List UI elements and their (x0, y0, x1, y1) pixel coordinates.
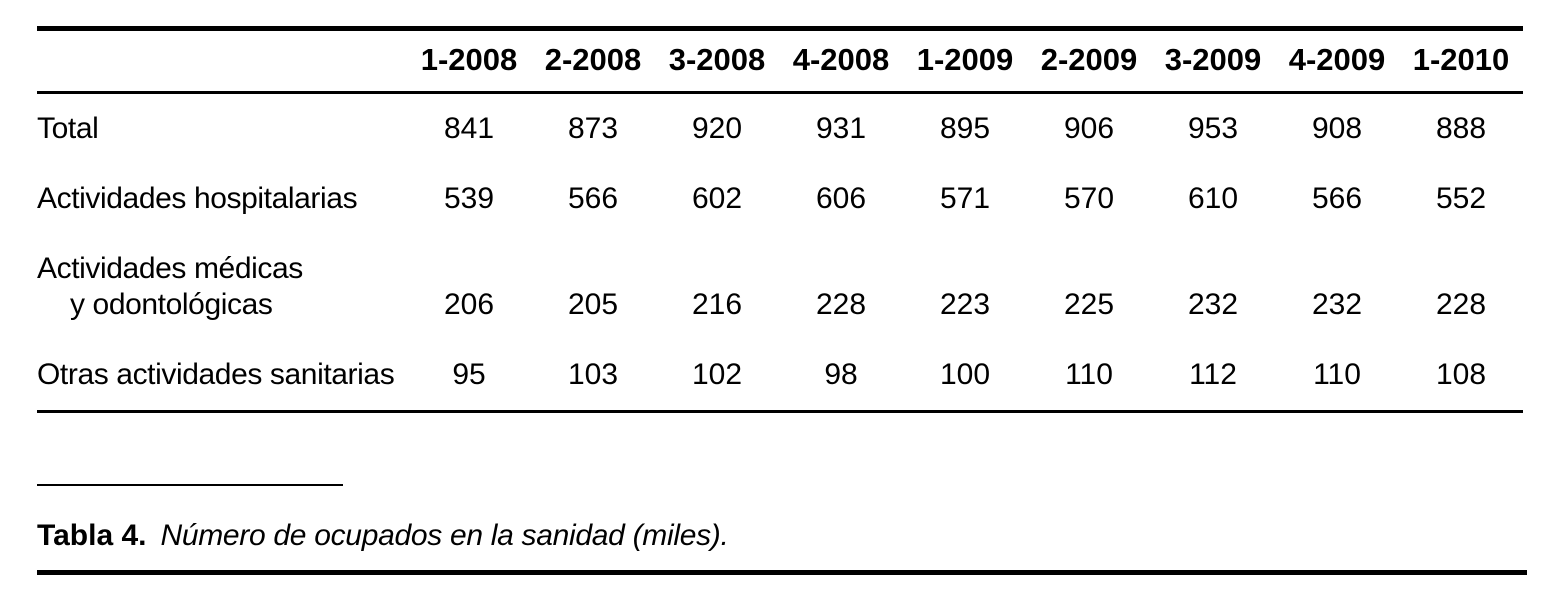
table-row-total: Total 841 873 920 931 895 906 953 908 88… (37, 93, 1523, 165)
cell-value: 216 (691, 288, 743, 321)
cell-value: 232 (1311, 288, 1363, 321)
header-corner-cell (37, 28, 407, 94)
cell-value: 95 (407, 340, 531, 413)
column-header-q3-2008: 3-2008 (655, 28, 779, 94)
cell-value: 100 (903, 340, 1027, 413)
caption-divider-rule (37, 484, 343, 486)
cell-value: 206 (443, 288, 495, 321)
cell-value: 602 (691, 182, 743, 215)
cell-value: 610 (1187, 182, 1239, 215)
cell-value: 225 (1063, 288, 1115, 321)
cell-value: 920 (691, 112, 743, 145)
cell-value: 108 (1399, 340, 1523, 413)
cell-value: 570 (1063, 182, 1115, 215)
cell-value: 98 (779, 340, 903, 413)
header-row: 1-2008 2-2008 3-2008 4-2008 1-2009 2-200… (37, 28, 1523, 94)
data-table-container: 1-2008 2-2008 3-2008 4-2008 1-2009 2-200… (37, 26, 1523, 413)
row-label-medicas-odontologicas: Actividades médicas y odontológicas (37, 234, 407, 340)
table-header: 1-2008 2-2008 3-2008 4-2008 1-2009 2-200… (37, 28, 1523, 94)
cell-value: 931 (815, 112, 867, 145)
cell-value: 112 (1151, 340, 1275, 413)
column-header-q2-2008: 2-2008 (531, 28, 655, 94)
cell-value: 110 (1027, 340, 1151, 413)
cell-value: 566 (1311, 182, 1363, 215)
column-header-q1-2010: 1-2010 (1399, 28, 1523, 94)
cell-value: 228 (815, 288, 867, 321)
cell-value: 552 (1435, 182, 1487, 215)
cell-value: 895 (939, 112, 991, 145)
table-row-hospitalarias: Actividades hospitalarias 539 566 602 60… (37, 164, 1523, 234)
column-header-q3-2009: 3-2009 (1151, 28, 1275, 94)
bottom-border-rule (37, 570, 1527, 575)
cell-value: 102 (655, 340, 779, 413)
table-row-medicas-odontologicas: Actividades médicas y odontológicas 206 … (37, 234, 1523, 340)
cell-value: 873 (567, 112, 619, 145)
cell-value: 906 (1063, 112, 1115, 145)
cell-value: 539 (443, 182, 495, 215)
column-header-q4-2009: 4-2009 (1275, 28, 1399, 94)
table-caption: Tabla 4. Número de ocupados en la sanidad… (37, 519, 729, 553)
caption-text: Número de ocupados en la sanidad (miles)… (160, 519, 729, 552)
cell-value: 571 (939, 182, 991, 215)
cell-value: 205 (567, 288, 619, 321)
column-header-q4-2008: 4-2008 (779, 28, 903, 94)
cell-value: 606 (815, 182, 867, 215)
row-label-otras-sanitarias: Otras actividades sanitarias (37, 340, 407, 413)
cell-value: 953 (1187, 112, 1239, 145)
row-label-line1: Actividades médicas (37, 252, 303, 285)
table-row-otras-sanitarias: Otras actividades sanitarias 95 103 102 … (37, 340, 1523, 413)
cell-value: 223 (939, 288, 991, 321)
table-body: Total 841 873 920 931 895 906 953 908 88… (37, 93, 1523, 413)
column-header-q1-2009: 1-2009 (903, 28, 1027, 94)
cell-value: 566 (567, 182, 619, 215)
column-header-q2-2009: 2-2009 (1027, 28, 1151, 94)
cell-value: 103 (531, 340, 655, 413)
cell-value: 888 (1435, 112, 1487, 145)
cell-value: 110 (1275, 340, 1399, 413)
row-label-hospitalarias: Actividades hospitalarias (37, 182, 358, 215)
cell-value: 232 (1187, 288, 1239, 321)
row-label-total: Total (37, 112, 99, 145)
employment-table: 1-2008 2-2008 3-2008 4-2008 1-2009 2-200… (37, 26, 1523, 413)
caption-number: Tabla 4. (37, 519, 147, 552)
row-label-line2: y odontológicas (70, 288, 273, 321)
column-header-q1-2008: 1-2008 (407, 28, 531, 94)
cell-value: 841 (443, 112, 495, 145)
cell-value: 908 (1311, 112, 1363, 145)
cell-value: 228 (1435, 288, 1487, 321)
